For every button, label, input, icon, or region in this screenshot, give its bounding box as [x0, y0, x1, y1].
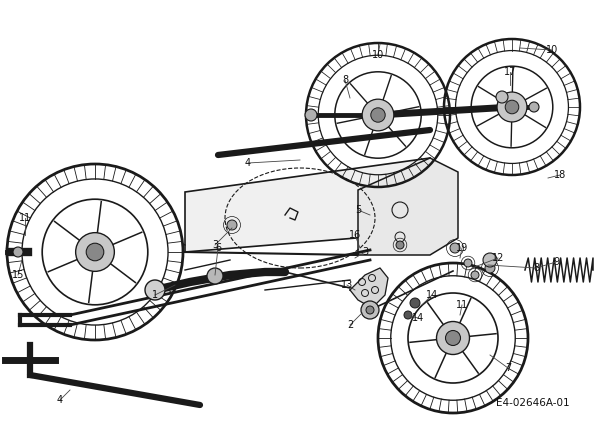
Text: 17: 17	[504, 67, 516, 77]
Text: 14: 14	[426, 290, 438, 300]
Circle shape	[437, 321, 470, 354]
Text: 13: 13	[341, 280, 353, 290]
Text: 6: 6	[215, 243, 221, 253]
Polygon shape	[185, 158, 430, 252]
Circle shape	[483, 253, 497, 267]
Circle shape	[464, 259, 472, 267]
Circle shape	[497, 92, 527, 122]
Circle shape	[450, 243, 460, 253]
Circle shape	[371, 108, 385, 122]
Circle shape	[305, 109, 317, 121]
Circle shape	[86, 243, 104, 261]
Circle shape	[145, 280, 165, 300]
Text: 19: 19	[456, 243, 468, 253]
Circle shape	[366, 306, 374, 314]
Text: 9: 9	[553, 257, 559, 267]
Text: 8: 8	[342, 75, 348, 85]
Polygon shape	[350, 268, 388, 308]
Circle shape	[410, 298, 420, 308]
Text: 7: 7	[505, 363, 511, 373]
Text: 14: 14	[412, 313, 424, 323]
Text: 16: 16	[349, 230, 361, 240]
Circle shape	[361, 301, 379, 319]
Circle shape	[13, 247, 23, 257]
Circle shape	[529, 102, 539, 112]
Circle shape	[227, 220, 237, 230]
Text: E4-02646A-01: E4-02646A-01	[496, 398, 570, 408]
Text: 2: 2	[347, 320, 353, 330]
Circle shape	[505, 100, 519, 114]
Text: 4: 4	[57, 395, 63, 405]
Circle shape	[207, 268, 223, 284]
Text: 18: 18	[554, 170, 566, 180]
Text: 3: 3	[212, 240, 218, 250]
Text: 10: 10	[372, 50, 384, 60]
Text: 8: 8	[533, 263, 539, 273]
Circle shape	[396, 241, 404, 249]
Circle shape	[485, 263, 495, 273]
Circle shape	[404, 311, 412, 319]
Text: 1: 1	[152, 290, 158, 300]
Circle shape	[445, 330, 461, 346]
Text: 10: 10	[546, 45, 558, 55]
Text: 11: 11	[456, 300, 468, 310]
Text: 15: 15	[12, 270, 24, 280]
Polygon shape	[358, 158, 458, 255]
Text: 11: 11	[19, 213, 31, 223]
Circle shape	[362, 99, 394, 131]
Circle shape	[496, 91, 508, 103]
Text: 3: 3	[362, 247, 368, 257]
Text: 12: 12	[492, 253, 504, 263]
Text: 4: 4	[245, 158, 251, 168]
Circle shape	[471, 271, 479, 279]
Circle shape	[76, 233, 115, 271]
Text: 5: 5	[355, 205, 361, 215]
